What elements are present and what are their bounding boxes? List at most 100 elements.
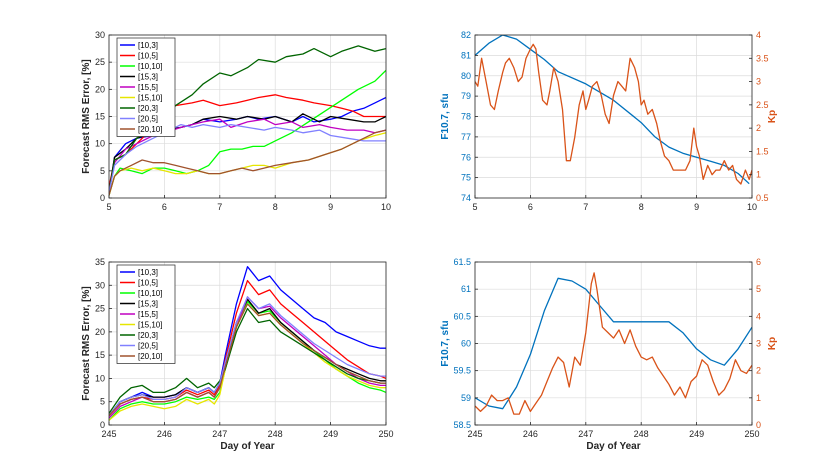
- x-tick-label: 10: [381, 202, 391, 212]
- y-right-tick-label: 6: [756, 257, 761, 267]
- y-tick-label: 5: [100, 166, 105, 176]
- y-tick-label: 82: [461, 30, 471, 40]
- legend-label: [20,5]: [138, 115, 158, 124]
- x-tick-label: 250: [744, 429, 759, 439]
- series-group: [109, 266, 386, 421]
- legend-label: [15,5]: [138, 83, 158, 92]
- y-tick-label: 30: [95, 280, 105, 290]
- y-right-tick-label: 4: [756, 311, 761, 321]
- x-tick-label: 9: [328, 202, 333, 212]
- x-tick-label: 6: [528, 202, 533, 212]
- y-tick-label: 59: [461, 393, 471, 403]
- y-tick-label: 35: [95, 257, 105, 267]
- y-tick-label: 10: [95, 139, 105, 149]
- y-tick-label: 25: [95, 57, 105, 67]
- x-tick-label: 249: [689, 429, 704, 439]
- y-right-tick-label: 0: [756, 420, 761, 430]
- y-right-tick-label: 0.5: [756, 193, 769, 203]
- legend-label: [15,3]: [138, 73, 158, 82]
- legend-label: [20,10]: [138, 125, 162, 134]
- series-line-20-5: [109, 296, 386, 417]
- x-tick-label: 248: [634, 429, 649, 439]
- y-right-tick-label: 1: [756, 393, 761, 403]
- x-tick-label: 246: [523, 429, 538, 439]
- series-line-kp: [475, 272, 752, 415]
- x-tick-label: 5: [106, 202, 111, 212]
- y-right-tick-label: 4: [756, 30, 761, 40]
- legend-label: [20,5]: [138, 342, 158, 351]
- y-tick-label: 76: [461, 152, 471, 162]
- y-tick-label: 60.5: [453, 311, 471, 321]
- series-group: [109, 45, 386, 196]
- x-tick-label: 249: [323, 429, 338, 439]
- legend-label: [15,5]: [138, 310, 158, 319]
- y-right-tick-label: 1.5: [756, 146, 769, 156]
- series-line-20-10: [109, 129, 386, 196]
- y-tick-label: 81: [461, 50, 471, 60]
- y-axis-label-left: F10.7, sfu: [440, 320, 451, 366]
- series-line-10-10: [109, 69, 386, 196]
- y-tick-label: 59.5: [453, 366, 471, 376]
- y-tick-label: 10: [95, 373, 105, 383]
- legend-label: [15,10]: [138, 321, 162, 330]
- chart-tr: 5 6 7 8 9 107475767778798081820.511.522.533.5…: [440, 30, 778, 212]
- y-right-tick-label: 3: [756, 339, 761, 349]
- y-tick-label: 20: [95, 327, 105, 337]
- series-line-20-10: [109, 303, 386, 417]
- y-axis-label: Forecast RMS Error, [%]: [81, 286, 92, 400]
- legend-label: [15,10]: [138, 94, 162, 103]
- y-tick-label: 75: [461, 173, 471, 183]
- legend-label: [10,10]: [138, 62, 162, 71]
- x-tick-label: 250: [378, 429, 393, 439]
- y-tick-label: 58.5: [453, 420, 471, 430]
- chart-bl: 245 246 247 248 249 250 0 5 10 15 20 25 30 35 Day of Y…: [81, 257, 394, 452]
- y-right-tick-label: 2: [756, 366, 761, 376]
- y-axis-label-right: Kp: [767, 110, 778, 123]
- x-tick-label: 247: [578, 429, 593, 439]
- x-tick-label: 8: [273, 202, 278, 212]
- y-right-tick-label: 3.5: [756, 53, 769, 63]
- y-tick-label: 0: [100, 193, 105, 203]
- x-tick-label: 248: [268, 429, 283, 439]
- series-line-20-3: [109, 307, 386, 414]
- legend-box: [116, 264, 176, 364]
- x-tick-label: 8: [639, 202, 644, 212]
- y-tick-label: 60: [461, 339, 471, 349]
- x-tick-label: 245: [101, 429, 116, 439]
- legend-label: [20,3]: [138, 331, 158, 340]
- x-tick-label: 6: [162, 202, 167, 212]
- legend-label: [20,3]: [138, 104, 158, 113]
- y-tick-label: 74: [461, 193, 471, 203]
- y-tick-label: 79: [461, 91, 471, 101]
- series-line-f10-7: [475, 35, 750, 185]
- x-tick-label: 7: [217, 202, 222, 212]
- y-axis-label: Forecast RMS Error, [%]: [81, 59, 92, 173]
- y-tick-label: 80: [461, 71, 471, 81]
- y-tick-label: 61: [461, 284, 471, 294]
- x-axis-label: Day of Year: [586, 441, 640, 452]
- series-group: [475, 35, 752, 185]
- series-group: [475, 272, 752, 415]
- legend-label: [15,3]: [138, 300, 158, 309]
- legend-label: [10,5]: [138, 279, 158, 288]
- x-tick-label: 10: [747, 202, 757, 212]
- x-axis-label: Day of Year: [220, 441, 274, 452]
- y-tick-label: 30: [95, 30, 105, 40]
- series-line-20-5: [109, 123, 386, 193]
- y-right-tick-label: 2: [756, 123, 761, 133]
- chart-br: 245 246 247 248 249 25058.55959.56060.56161.5…: [440, 257, 778, 452]
- x-tick-label: 246: [157, 429, 172, 439]
- y-tick-label: 20: [95, 84, 105, 94]
- y-right-tick-label: 5: [756, 284, 761, 294]
- y-tick-label: 25: [95, 304, 105, 314]
- y-right-tick-label: 3: [756, 77, 761, 87]
- legend-label: [10,3]: [138, 41, 158, 50]
- legend: [10,3][10,5][10,10][15,3][15,5][15,10][2…: [116, 264, 176, 364]
- y-tick-label: 15: [95, 112, 105, 122]
- y-tick-label: 0: [100, 420, 105, 430]
- y-tick-label: 77: [461, 132, 471, 142]
- y-tick-label: 78: [461, 112, 471, 122]
- series-line-15-5: [109, 118, 386, 193]
